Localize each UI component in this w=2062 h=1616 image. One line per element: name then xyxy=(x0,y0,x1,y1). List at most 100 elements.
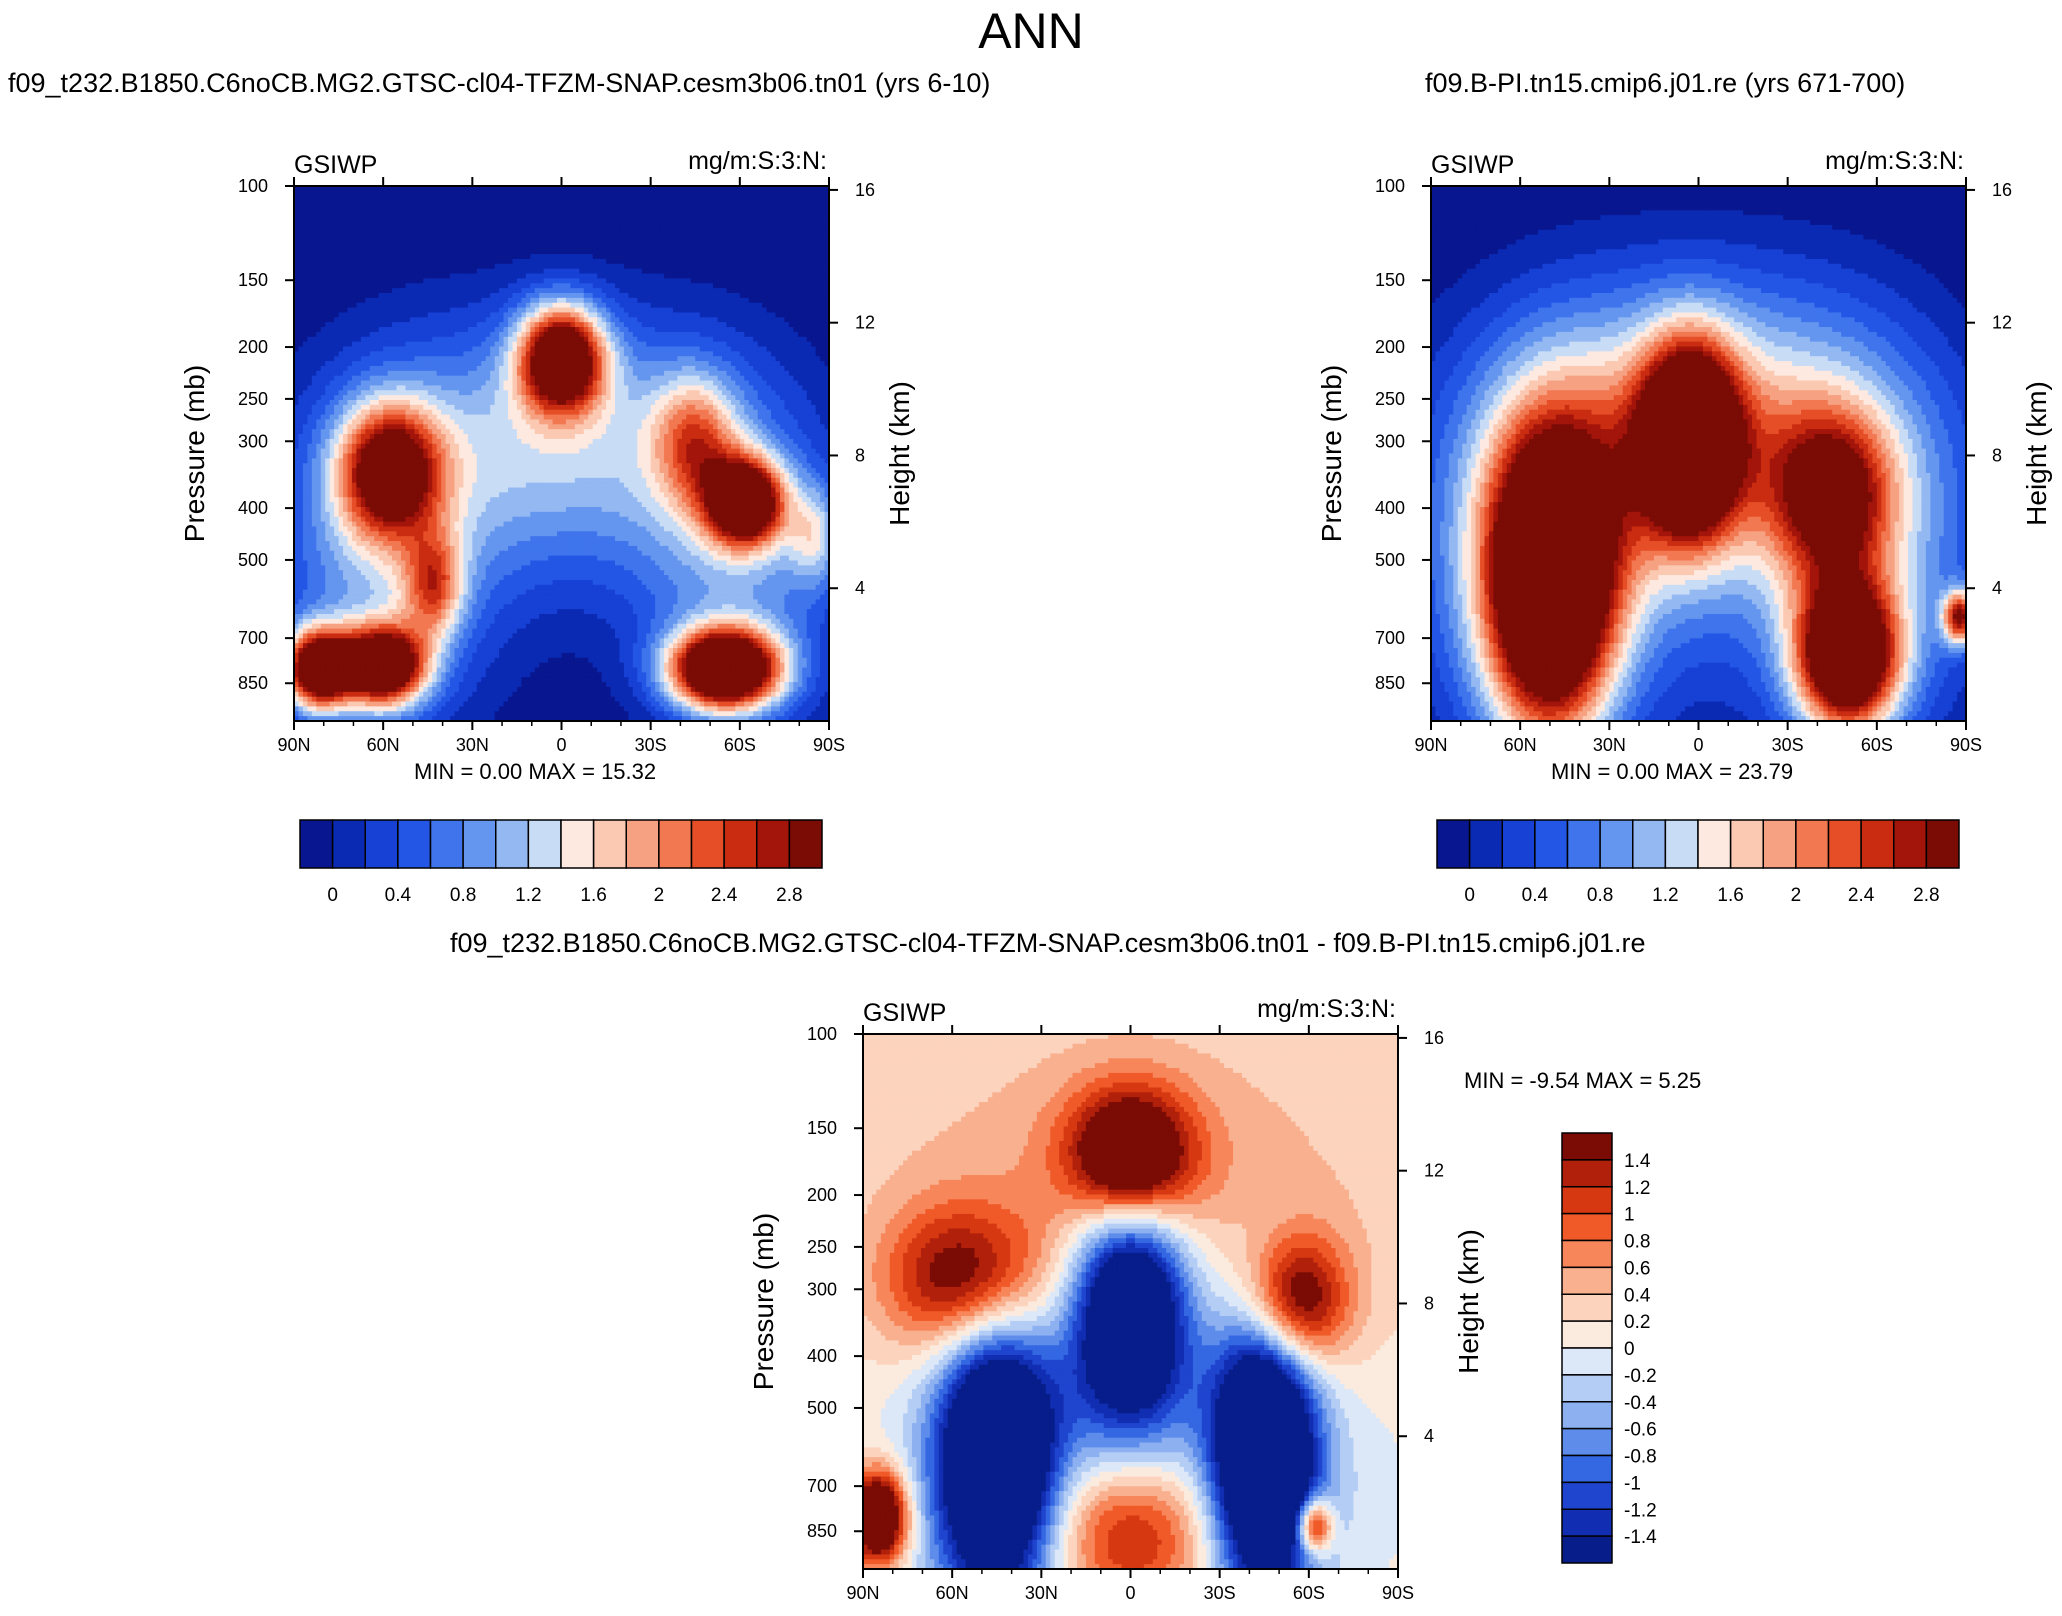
heatmap-cell xyxy=(713,356,719,362)
heatmap-cell xyxy=(650,327,656,333)
heatmap-cell xyxy=(316,288,322,294)
heatmap-cell xyxy=(458,220,465,226)
heatmap-cell xyxy=(771,268,777,275)
heatmap-cell xyxy=(748,205,754,211)
heatmap-cell xyxy=(806,283,812,289)
heatmap-cell xyxy=(632,307,638,314)
heatmap-cell xyxy=(570,331,576,338)
heatmap-cell xyxy=(806,356,812,362)
heatmap-cell xyxy=(374,220,380,226)
heatmap-cell xyxy=(601,263,607,270)
heatmap-cell xyxy=(427,336,433,343)
heatmap-cell xyxy=(610,380,616,387)
heatmap-cell xyxy=(588,288,594,294)
heatmap-cell xyxy=(739,268,745,275)
heatmap-cell xyxy=(579,234,585,241)
heatmap-cell xyxy=(472,224,478,231)
heatmap-cell xyxy=(583,220,589,226)
heatmap-cell xyxy=(458,205,465,211)
heatmap-cell xyxy=(797,361,803,367)
heatmap-cell xyxy=(302,215,308,221)
heatmap-cell xyxy=(521,365,527,372)
heatmap-cell xyxy=(552,307,558,314)
heatmap-cell xyxy=(454,190,460,197)
heatmap-cell xyxy=(793,283,799,289)
heatmap-cell xyxy=(512,244,518,250)
heatmap-cell xyxy=(592,224,598,231)
heatmap-cell xyxy=(298,331,304,338)
heatmap-cell xyxy=(615,205,621,211)
heatmap-cell xyxy=(499,200,505,207)
heatmap-cell xyxy=(356,215,362,221)
heatmap-cell xyxy=(708,258,714,265)
heatmap-cell xyxy=(610,351,616,357)
heatmap-cell xyxy=(334,331,340,338)
heatmap-cell xyxy=(744,273,750,280)
heatmap-cell xyxy=(655,322,661,328)
heatmap-cell xyxy=(637,229,643,236)
heatmap-cell xyxy=(392,254,398,260)
heatmap-cell xyxy=(294,356,300,362)
heatmap-cell xyxy=(623,210,629,216)
heatmap-cell xyxy=(481,229,487,236)
heatmap-cell xyxy=(744,317,750,323)
heatmap-cell xyxy=(641,268,647,275)
heatmap-cell xyxy=(454,375,460,382)
heatmap-cell xyxy=(427,370,433,377)
heatmap-cell xyxy=(534,200,540,207)
heatmap-cell xyxy=(704,234,710,241)
heatmap-cell xyxy=(494,327,500,333)
heatmap-cell xyxy=(793,263,799,270)
heatmap-cell xyxy=(704,195,710,202)
heatmap-cell xyxy=(717,215,723,221)
heatmap-cell xyxy=(681,186,687,192)
heatmap-cell xyxy=(423,346,429,352)
heatmap-cell xyxy=(686,244,692,250)
heatmap-cell xyxy=(450,375,456,382)
heatmap-cell xyxy=(824,224,829,231)
heatmap-cell xyxy=(583,200,589,207)
heatmap-cell xyxy=(744,341,750,348)
heatmap-cell xyxy=(387,229,393,236)
heatmap-cell xyxy=(387,215,393,221)
heatmap-cell xyxy=(606,327,612,333)
heatmap-cell xyxy=(606,375,612,382)
heatmap-cell xyxy=(490,258,496,265)
heatmap-cell xyxy=(753,190,759,197)
heatmap-cell xyxy=(387,370,393,377)
heatmap-cell xyxy=(508,186,514,192)
heatmap-cell xyxy=(476,229,482,236)
heatmap-cell xyxy=(338,336,344,343)
heatmap-cell xyxy=(365,273,371,280)
heatmap-cell xyxy=(530,190,536,197)
heatmap-cell xyxy=(722,239,728,245)
heatmap-cell xyxy=(748,346,754,352)
heatmap-cell xyxy=(329,239,335,245)
heatmap-cell xyxy=(467,370,473,377)
heatmap-cell xyxy=(739,312,745,318)
heatmap-cell xyxy=(401,200,407,207)
heatmap-cell xyxy=(744,229,750,236)
heatmap-cell xyxy=(668,186,674,192)
heatmap-cell xyxy=(686,263,692,270)
heatmap-cell xyxy=(401,370,407,377)
heatmap-cell xyxy=(392,385,398,391)
heatmap-cell xyxy=(601,205,607,211)
heatmap-cell xyxy=(329,361,335,367)
heatmap-cell xyxy=(436,331,442,338)
heatmap-cell xyxy=(797,370,803,377)
heatmap-cell xyxy=(414,351,420,357)
heatmap-cell xyxy=(436,215,442,221)
heatmap-cell xyxy=(797,380,803,387)
heatmap-cell xyxy=(298,195,304,202)
heatmap-cell xyxy=(396,239,402,245)
heatmap-cell xyxy=(757,278,763,284)
heatmap-cell xyxy=(762,220,768,226)
heatmap-cell xyxy=(579,205,585,211)
heatmap-cell xyxy=(539,229,545,236)
heatmap-cell xyxy=(641,317,647,323)
heatmap-cell xyxy=(512,361,518,367)
heatmap-cell xyxy=(450,258,456,265)
heatmap-cell xyxy=(713,200,719,207)
heatmap-cell xyxy=(499,375,505,382)
